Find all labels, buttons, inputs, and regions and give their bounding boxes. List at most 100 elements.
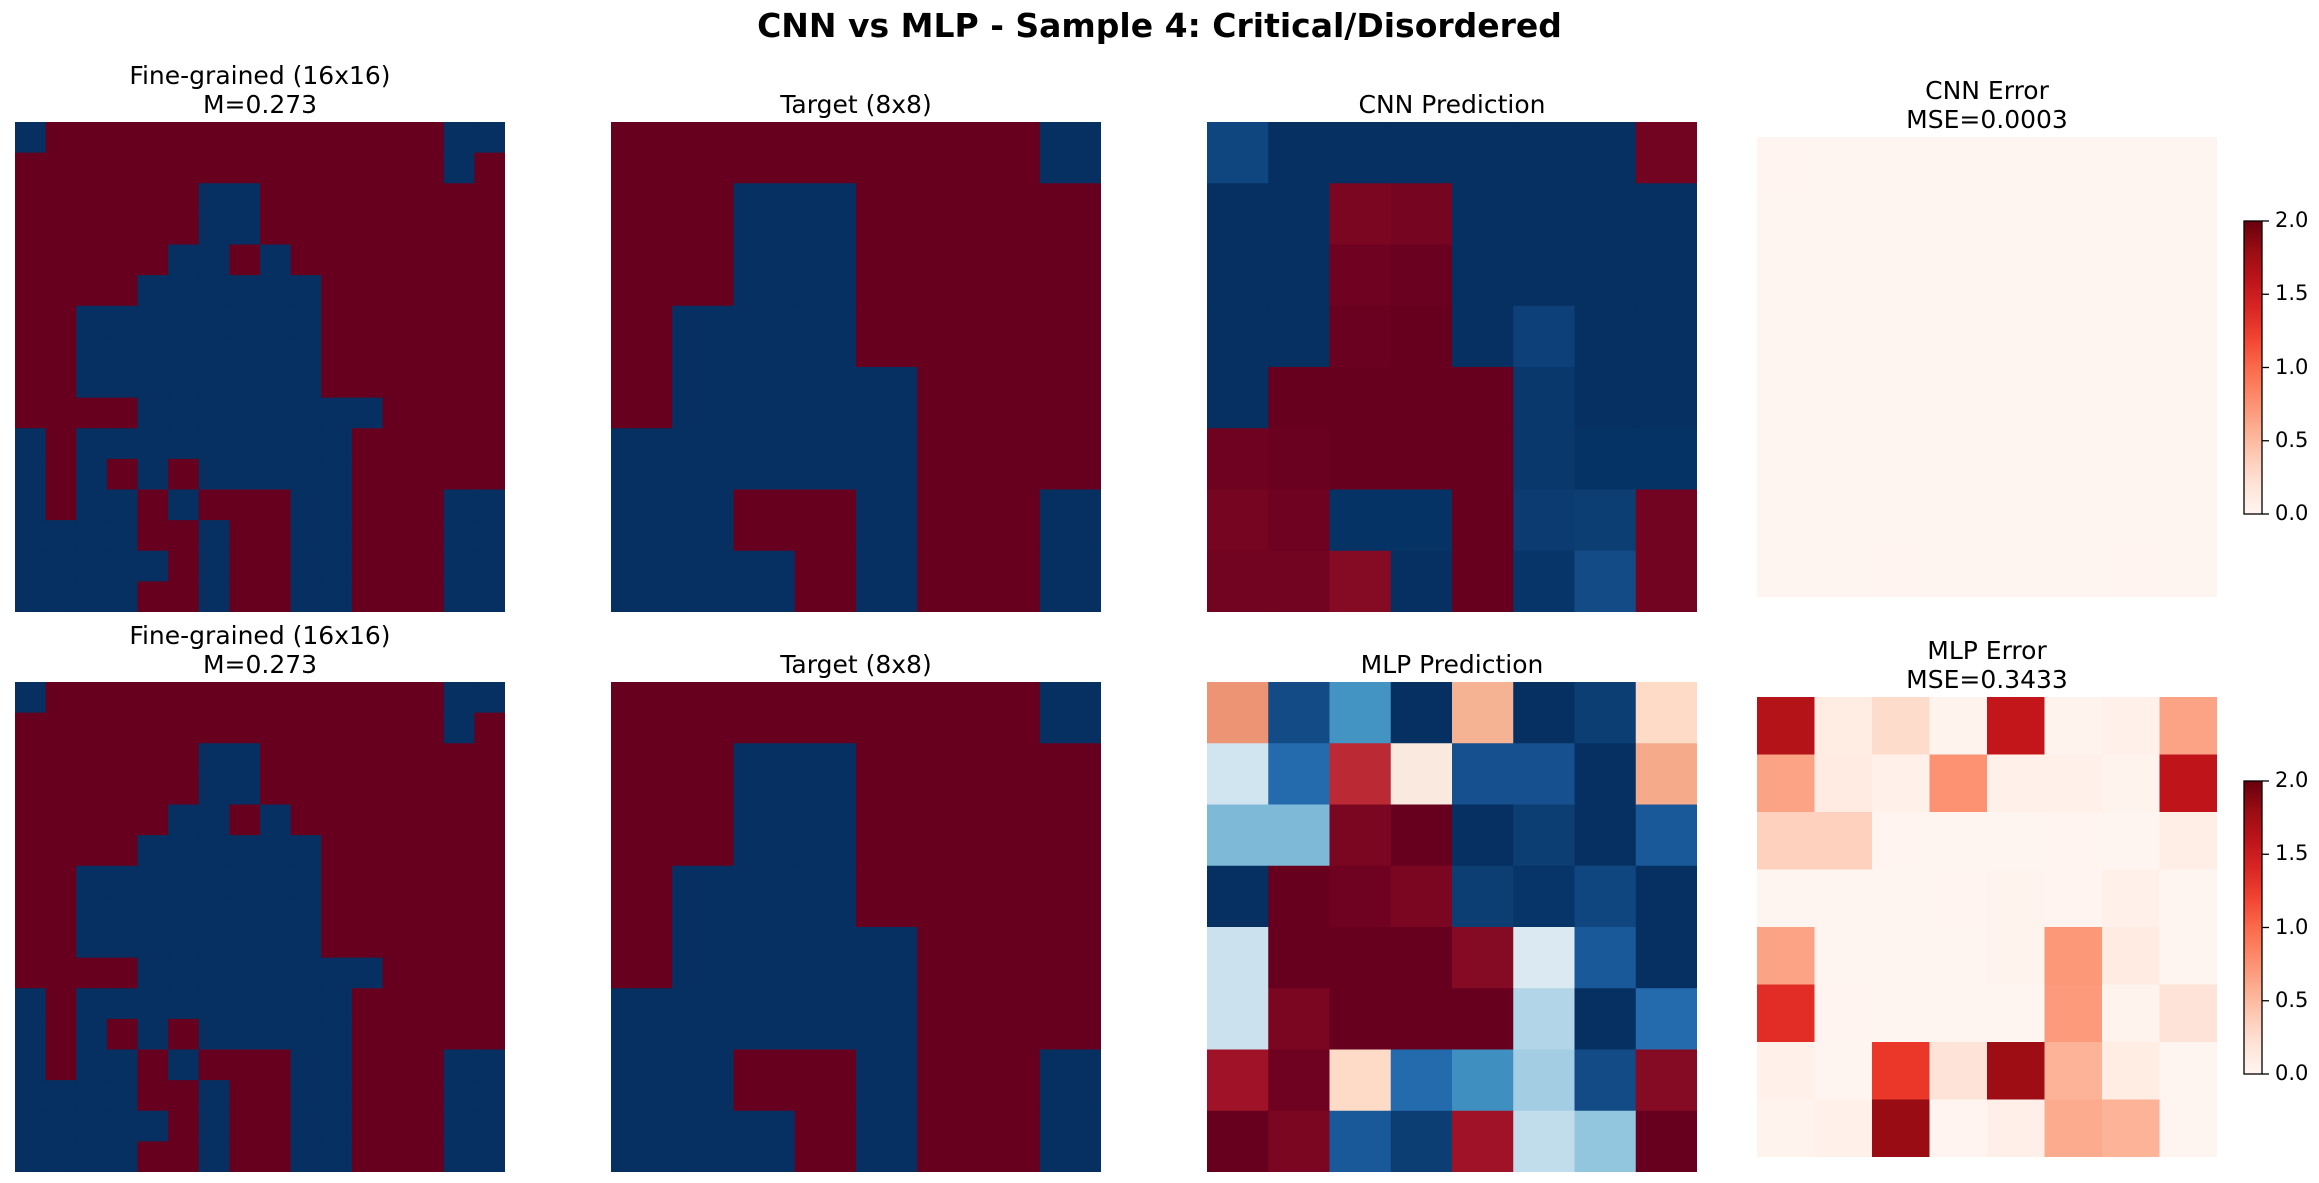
heatmap-cell	[1452, 367, 1514, 429]
heatmap-cell	[15, 122, 47, 154]
heatmap-cell	[260, 712, 292, 744]
heatmap-cell	[474, 213, 505, 246]
heatmap-cell	[413, 957, 445, 989]
heatmap-panel-1	[15, 122, 505, 612]
heatmap-cell	[1574, 743, 1637, 806]
heatmap-cell	[413, 336, 445, 368]
heatmap-cell	[229, 397, 261, 429]
heatmap-cell	[1872, 812, 1931, 871]
heatmap-cell	[733, 183, 796, 246]
heatmap-cell	[321, 712, 353, 744]
heatmap-cell	[413, 183, 445, 215]
heatmap-cell	[1987, 367, 2046, 426]
heatmap-cell	[15, 865, 47, 897]
heatmap-cell	[137, 1049, 169, 1081]
heatmap-cell	[1329, 927, 1392, 989]
heatmap-cell	[15, 275, 47, 307]
heatmap-cell	[1929, 812, 1988, 871]
heatmap-cell	[443, 275, 475, 307]
heatmap-cell	[1329, 804, 1392, 867]
heatmap-cell	[382, 336, 414, 368]
heatmap-cell	[474, 682, 505, 714]
heatmap-cell	[917, 1049, 980, 1112]
heatmap-cell	[1929, 869, 1988, 928]
heatmap-cell	[474, 305, 505, 337]
heatmap-cell	[382, 835, 414, 867]
heatmap-cell	[321, 743, 353, 775]
heatmap-cell	[413, 152, 445, 184]
heatmap-cell	[106, 896, 139, 928]
heatmap-cell	[260, 1049, 292, 1081]
heatmap-cell	[76, 988, 108, 1020]
heatmap-cell	[443, 682, 475, 714]
heatmap-cell	[45, 428, 77, 460]
heatmap-cell	[137, 397, 169, 429]
heatmap-cell	[290, 428, 322, 460]
heatmap-cell	[1929, 367, 1988, 426]
heatmap-cell	[1757, 1042, 1816, 1101]
heatmap-cell	[290, 122, 322, 154]
heatmap-cell	[198, 183, 230, 215]
heatmap-cell	[382, 988, 414, 1020]
heatmap-cell	[45, 152, 77, 184]
heatmap-cell	[106, 988, 139, 1020]
heatmap-cell	[137, 367, 169, 399]
heatmap-cell	[733, 305, 796, 368]
heatmap-cell	[1987, 424, 2046, 483]
heatmap-cell	[290, 957, 322, 989]
heatmap-cell	[106, 244, 139, 276]
heatmap-cell	[321, 305, 353, 337]
heatmap-svg	[1757, 697, 2217, 1157]
heatmap-cell	[1929, 539, 1988, 597]
heatmap-cell	[198, 581, 230, 612]
heatmap-cell	[168, 804, 200, 836]
heatmap-cell	[106, 1018, 139, 1051]
heatmap-cell	[106, 1141, 139, 1172]
heatmap-cell	[2044, 984, 2103, 1043]
heatmap-cell	[1039, 183, 1101, 246]
heatmap-cell	[1872, 539, 1931, 597]
heatmap-cell	[168, 458, 200, 491]
heatmap-cell	[672, 804, 735, 867]
heatmap-cell	[351, 1110, 384, 1142]
heatmap-cell	[1929, 1099, 1988, 1157]
heatmap-cell	[76, 489, 108, 521]
heatmap-cell	[1207, 804, 1269, 867]
heatmap-cell	[76, 1018, 108, 1051]
heatmap-cell	[1039, 682, 1101, 744]
heatmap-cell	[978, 988, 1041, 1051]
heatmap-cell	[1635, 927, 1697, 989]
heatmap-cell	[1039, 865, 1101, 928]
heatmap-cell	[413, 213, 445, 246]
heatmap-cell	[1814, 1042, 1873, 1101]
figure-title: CNN vs MLP - Sample 4: Critical/Disorder…	[757, 6, 1562, 45]
heatmap-cell	[443, 1049, 475, 1081]
heatmap-cell	[1987, 984, 2046, 1043]
heatmap-cell	[1872, 367, 1931, 426]
heatmap-cell	[15, 152, 47, 184]
heatmap-cell	[198, 1080, 230, 1112]
heatmap-cell	[856, 743, 918, 806]
heatmap-cell	[260, 682, 292, 714]
heatmap-cell	[321, 773, 353, 806]
heatmap-cell	[1757, 984, 1816, 1043]
heatmap-cell	[1329, 122, 1392, 184]
heatmap-cell	[351, 896, 384, 928]
heatmap-cell	[351, 183, 384, 215]
heatmap-cell	[321, 244, 353, 276]
heatmap-cell	[443, 305, 475, 337]
heatmap-cell	[2159, 869, 2217, 928]
panel-title-text: CNN Prediction	[1358, 90, 1546, 119]
heatmap-cell	[198, 773, 230, 806]
heatmap-cell	[229, 581, 261, 612]
panel-title-3: CNN Prediction	[1172, 90, 1732, 119]
heatmap-cell	[1039, 1110, 1101, 1172]
heatmap-cell	[2044, 194, 2103, 253]
heatmap-cell	[2159, 539, 2217, 597]
heatmap-cell	[45, 183, 77, 215]
heatmap-cell	[1635, 122, 1697, 184]
heatmap-cell	[321, 581, 353, 612]
heatmap-cell	[351, 712, 384, 744]
heatmap-cell	[474, 896, 505, 928]
heatmap-cell	[290, 367, 322, 399]
